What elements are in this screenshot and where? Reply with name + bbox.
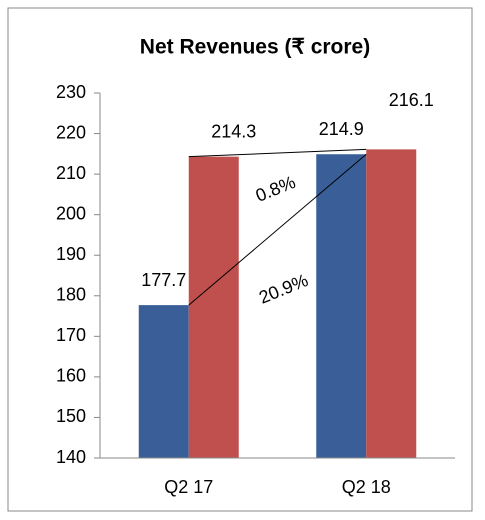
data-label: 214.9 xyxy=(319,119,364,139)
y-tick-label: 170 xyxy=(56,325,86,345)
y-tick-label: 230 xyxy=(56,82,86,102)
chart-title: Net Revenues (₹ crore) xyxy=(140,36,370,59)
y-tick-label: 220 xyxy=(56,122,86,142)
data-label: 214.3 xyxy=(211,121,256,141)
bar xyxy=(316,154,367,458)
y-tick-label: 200 xyxy=(56,203,86,223)
y-tick-label: 210 xyxy=(56,163,86,183)
bar xyxy=(138,305,189,458)
bar xyxy=(366,149,417,458)
data-label: 177.7 xyxy=(141,270,186,290)
y-tick-label: 150 xyxy=(56,406,86,426)
y-tick-label: 160 xyxy=(56,366,86,386)
bar xyxy=(188,156,239,458)
x-tick-label: Q2 17 xyxy=(164,477,213,497)
y-tick-label: 180 xyxy=(56,285,86,305)
connector xyxy=(188,148,367,158)
y-tick-label: 190 xyxy=(56,244,86,264)
x-tick-label: Q2 18 xyxy=(342,477,391,497)
y-tick-label: 140 xyxy=(56,447,86,467)
connector xyxy=(188,153,367,306)
data-label: 216.1 xyxy=(389,90,434,110)
